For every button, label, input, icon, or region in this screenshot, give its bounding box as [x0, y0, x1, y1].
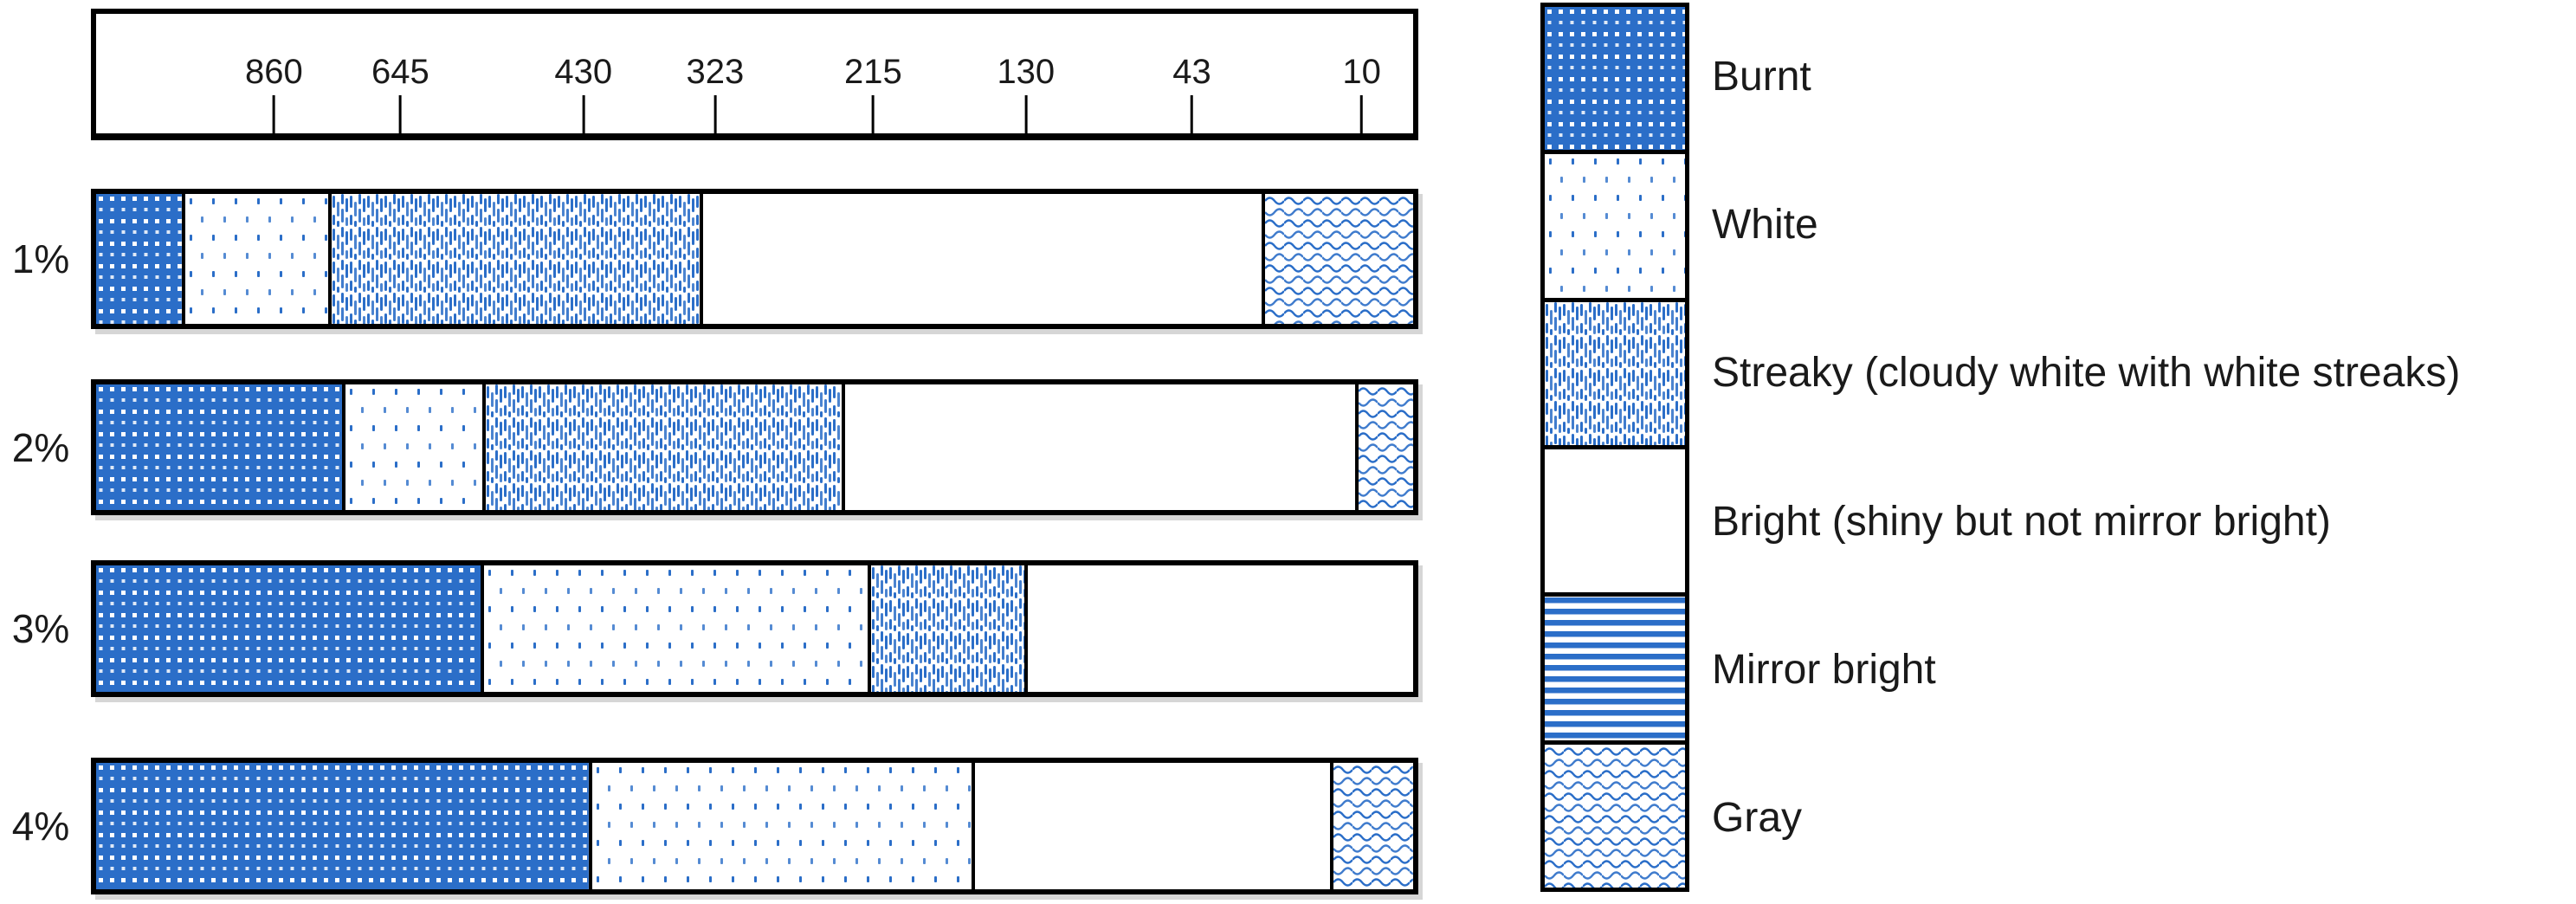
- bar-segment-sparse-blue-dots: [181, 194, 328, 324]
- category-label-3pct: 3%: [11, 606, 70, 651]
- bar-segment-sparse-blue-dots: [588, 763, 972, 889]
- x-axis: 860 645 430 323 215 130 43 10: [91, 9, 1418, 140]
- legend-swatch-sparse-blue-dots: [1545, 150, 1685, 298]
- axis-tick-line: [713, 95, 717, 133]
- legend-swatch-column: [1540, 3, 1689, 892]
- axis-tick-label: 323: [686, 53, 745, 91]
- legend-label-text: Gray: [1712, 794, 1803, 841]
- legend: Burnt White Streaky (cloudy white with whi…: [1540, 3, 2460, 892]
- axis-tick: 860: [245, 55, 303, 133]
- bar-segment-sparse-blue-dots: [481, 565, 868, 692]
- legend-swatch-plain-white: [1545, 444, 1685, 593]
- axis-tick-label: 10: [1342, 53, 1381, 91]
- bar-segment-blue-wavy-lines: [1262, 194, 1413, 324]
- axis-tick: 645: [371, 55, 429, 133]
- legend-label: Burnt: [1712, 3, 2460, 151]
- bar-segment-sparse-blue-dots: [342, 384, 482, 510]
- legend-swatch-blue-wavy-lines: [1545, 739, 1685, 888]
- legend-label-text: Streaky (cloudy white with white streaks…: [1712, 350, 2461, 397]
- legend-label: White: [1712, 151, 2460, 299]
- axis-tick-line: [582, 95, 585, 133]
- bar-segment-plain-white: [841, 384, 1356, 510]
- bar-segment-white-dots-on-blue: [96, 565, 481, 692]
- axis-tick: 430: [554, 55, 612, 133]
- legend-label-text: Burnt: [1712, 54, 1811, 100]
- bar-segment-white-dots-on-blue: [96, 763, 589, 889]
- bar-row-2pct: 2%: [0, 379, 2576, 515]
- bar-segment-white-dots-on-blue: [96, 384, 343, 510]
- axis-tick-line: [1024, 95, 1028, 133]
- legend-swatch-white-dots-on-blue: [1545, 7, 1685, 151]
- axis-tick: 215: [844, 55, 902, 133]
- bar-4pct: [91, 758, 1418, 894]
- bar-segment-plain-white: [1024, 565, 1413, 692]
- bar-3pct: [91, 560, 1418, 697]
- category-label-4pct: 4%: [11, 804, 70, 849]
- legend-label: Gray: [1712, 744, 2460, 892]
- bar-row-1pct: 1%: [0, 189, 2576, 329]
- bar-segment-vertical-blue-dashes: [868, 565, 1025, 692]
- legend-label: Streaky (cloudy white with white streaks…: [1712, 299, 2460, 447]
- bar-segment-blue-wavy-lines: [1355, 384, 1413, 510]
- axis-tick: 130: [997, 55, 1055, 133]
- bar-1pct: [91, 189, 1418, 329]
- axis-tick-label: 645: [371, 53, 429, 91]
- legend-label-text: Bright (shiny but not mirror bright): [1712, 498, 2331, 545]
- axis-tick-label: 43: [1172, 53, 1211, 91]
- legend-label: Mirror bright: [1712, 596, 2460, 744]
- axis-tick-line: [1190, 95, 1193, 133]
- bar-segment-white-dots-on-blue: [96, 194, 182, 324]
- axis-tick-line: [1360, 95, 1364, 133]
- axis-tick-line: [398, 95, 402, 133]
- bar-2pct: [91, 379, 1418, 515]
- legend-label-column: Burnt White Streaky (cloudy white with whi…: [1689, 3, 2460, 892]
- legend-swatch-vertical-blue-dashes: [1545, 297, 1685, 445]
- legend-label-text: White: [1712, 202, 1818, 249]
- legend-label-text: Mirror bright: [1712, 646, 1936, 693]
- axis-tick-label: 215: [844, 53, 902, 91]
- axis-tick-line: [272, 95, 275, 133]
- axis-tick-label: 860: [244, 53, 303, 91]
- bar-segment-vertical-blue-dashes: [481, 384, 842, 510]
- bar-segment-plain-white: [972, 763, 1331, 889]
- axis-tick: 43: [1172, 55, 1211, 133]
- bar-segment-blue-wavy-lines: [1330, 763, 1413, 889]
- axis-tick-label: 130: [997, 53, 1056, 91]
- axis-tick: 10: [1342, 55, 1381, 133]
- category-label-1pct: 1%: [11, 236, 70, 281]
- legend-swatch-horizontal-blue-stripes: [1545, 592, 1685, 740]
- category-label-2pct: 2%: [11, 424, 70, 470]
- bar-segment-vertical-blue-dashes: [327, 194, 700, 324]
- axis-tick-label: 430: [554, 53, 613, 91]
- bar-segment-plain-white: [699, 194, 1262, 324]
- bar-row-3pct: 3%: [0, 560, 2576, 697]
- axis-tick-line: [871, 95, 875, 133]
- axis-tick: 323: [686, 55, 744, 133]
- bar-row-4pct: 4%: [0, 758, 2576, 894]
- legend-label: Bright (shiny but not mirror bright): [1712, 448, 2460, 596]
